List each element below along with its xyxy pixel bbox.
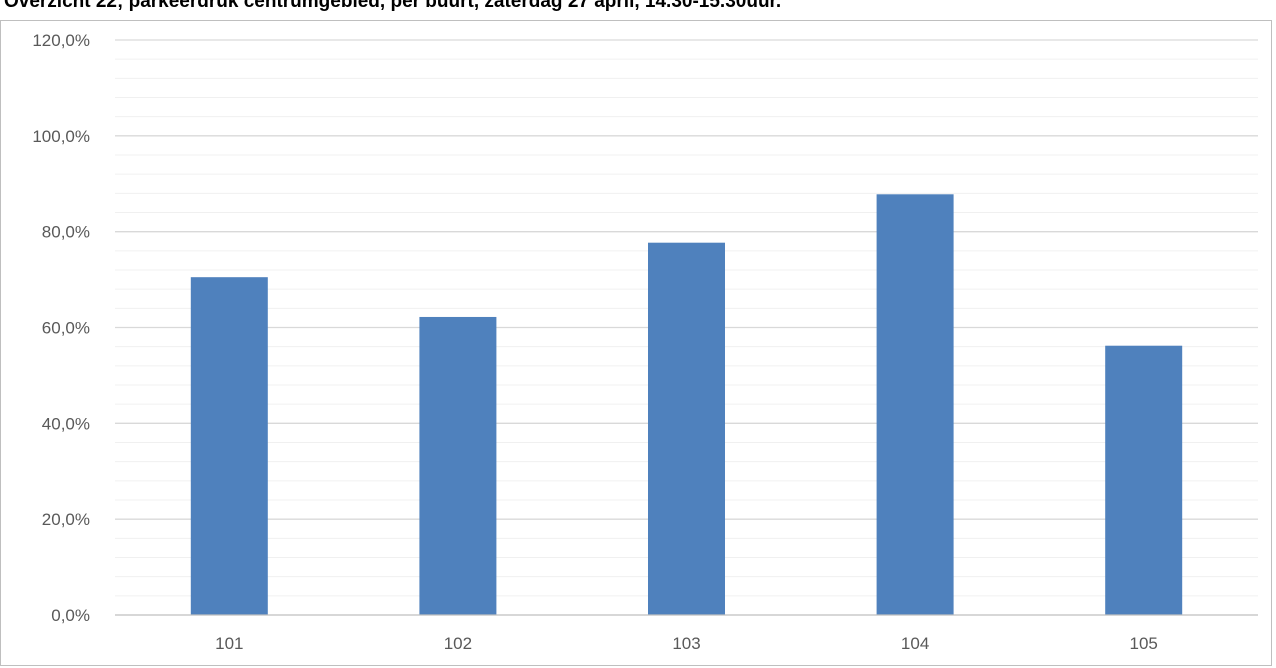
bar-104: [876, 194, 954, 615]
x-tick-label: 103: [672, 634, 700, 653]
bar-103: [648, 242, 725, 615]
y-tick-label: 0,0%: [51, 606, 90, 625]
chart-title: Overzicht 22; parkeerdruk centrumgebied,…: [4, 0, 782, 12]
x-tick-label: 105: [1130, 634, 1158, 653]
bar-102: [419, 316, 497, 615]
y-tick-label: 60,0%: [42, 319, 90, 338]
y-tick-label: 40,0%: [42, 414, 90, 433]
bar-101: [190, 277, 268, 615]
y-tick-label: 120,0%: [32, 31, 90, 50]
bar-105: [1105, 345, 1183, 615]
y-tick-label: 20,0%: [42, 510, 90, 529]
y-tick-label: 100,0%: [32, 127, 90, 146]
bars: [190, 194, 1183, 615]
x-tick-label: 101: [215, 634, 243, 653]
x-tick-label: 102: [444, 634, 472, 653]
axes: 0,0% 20,0% 40,0% 60,0% 80,0% 100,0% 120,0% 101 1…: [32, 31, 1258, 653]
y-tick-label: 80,0%: [42, 223, 90, 242]
x-tick-label: 104: [901, 634, 929, 653]
